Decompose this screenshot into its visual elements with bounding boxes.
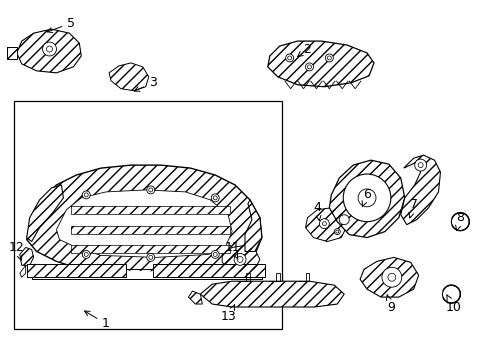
Polygon shape (306, 208, 347, 242)
Circle shape (415, 159, 427, 171)
Polygon shape (32, 269, 262, 279)
Polygon shape (56, 190, 232, 257)
Text: 8: 8 (456, 211, 465, 230)
Polygon shape (72, 246, 230, 253)
Circle shape (334, 229, 340, 235)
Circle shape (149, 255, 153, 260)
Circle shape (325, 54, 333, 62)
Circle shape (308, 65, 312, 69)
Circle shape (343, 174, 391, 222)
Polygon shape (153, 264, 265, 277)
Polygon shape (26, 165, 262, 271)
Text: 13: 13 (220, 305, 236, 323)
Circle shape (43, 42, 56, 56)
Circle shape (418, 163, 423, 168)
Circle shape (234, 253, 246, 265)
Polygon shape (20, 265, 25, 277)
Circle shape (442, 285, 460, 303)
Circle shape (358, 189, 376, 207)
Circle shape (149, 188, 153, 192)
Polygon shape (26, 185, 63, 242)
Text: 11: 11 (224, 241, 240, 259)
Text: 4: 4 (314, 201, 321, 221)
Text: 7: 7 (409, 198, 417, 218)
Circle shape (327, 56, 331, 60)
Polygon shape (189, 291, 202, 304)
Circle shape (82, 191, 90, 199)
Circle shape (286, 54, 294, 62)
Circle shape (213, 252, 217, 256)
Bar (14, 100, 282, 329)
Circle shape (84, 193, 88, 197)
Polygon shape (20, 247, 34, 265)
Circle shape (147, 253, 155, 261)
Polygon shape (268, 41, 374, 87)
Circle shape (322, 222, 326, 226)
Polygon shape (360, 257, 418, 297)
Polygon shape (17, 29, 81, 73)
Circle shape (382, 267, 402, 287)
Circle shape (147, 186, 155, 194)
Text: 12: 12 (9, 241, 24, 260)
Circle shape (451, 213, 469, 231)
Circle shape (339, 215, 349, 225)
Polygon shape (200, 281, 344, 307)
Circle shape (213, 196, 217, 200)
Polygon shape (26, 264, 126, 277)
Circle shape (288, 56, 292, 60)
Circle shape (211, 251, 219, 258)
Text: 1: 1 (85, 311, 110, 330)
Polygon shape (109, 63, 149, 91)
Text: 5: 5 (47, 17, 75, 32)
Text: 2: 2 (298, 42, 312, 57)
Text: 3: 3 (134, 76, 157, 91)
Polygon shape (7, 47, 17, 59)
Polygon shape (329, 160, 405, 238)
Circle shape (237, 256, 243, 262)
Text: 6: 6 (362, 188, 371, 207)
Polygon shape (222, 246, 260, 273)
Polygon shape (72, 226, 230, 234)
Circle shape (388, 273, 396, 281)
Text: 10: 10 (445, 295, 461, 314)
Text: 9: 9 (386, 295, 395, 314)
Circle shape (84, 252, 88, 256)
Polygon shape (72, 206, 230, 214)
Circle shape (336, 230, 339, 233)
Polygon shape (401, 155, 441, 225)
Circle shape (47, 46, 52, 52)
Polygon shape (245, 200, 262, 251)
Circle shape (82, 251, 90, 258)
Circle shape (211, 194, 219, 202)
Circle shape (306, 63, 314, 71)
Circle shape (319, 219, 329, 229)
